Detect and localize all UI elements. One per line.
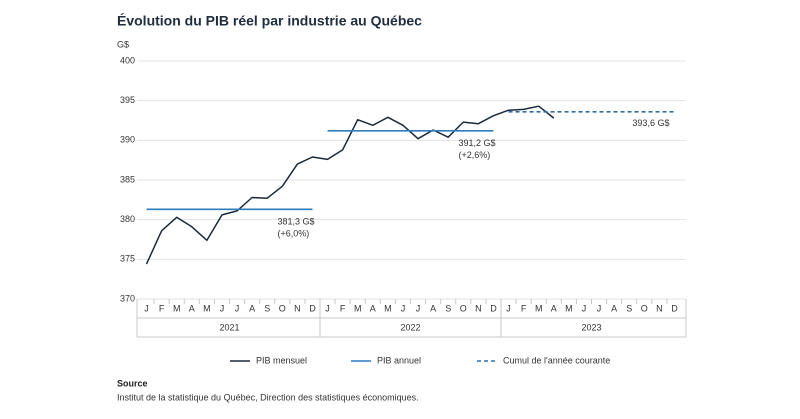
legend-label: Cumul de l'année courante: [503, 355, 610, 365]
x-tick-label: O: [279, 303, 286, 313]
x-tick-label: M: [173, 303, 181, 313]
x-tick-label: A: [249, 303, 255, 313]
y-tick-label: 390: [120, 135, 135, 145]
x-tick-label: J: [416, 303, 421, 313]
x-tick-label: J: [235, 303, 240, 313]
y-tick-label: 380: [120, 214, 135, 224]
x-tick-label: A: [370, 303, 376, 313]
x-group-label: 2023: [581, 322, 601, 332]
x-tick-label: F: [340, 303, 346, 313]
x-tick-label: J: [582, 303, 587, 313]
x-tick-label: M: [354, 303, 362, 313]
change-label: (+2,6%): [458, 150, 490, 160]
source-title: Source: [117, 378, 148, 388]
x-tick-label: S: [264, 303, 270, 313]
x-tick-label: D: [309, 303, 316, 313]
x-tick-label: N: [294, 303, 301, 313]
x-tick-label: A: [430, 303, 436, 313]
x-tick-label: J: [401, 303, 406, 313]
x-tick-label: A: [551, 303, 557, 313]
y-tick-label: 370: [120, 293, 135, 303]
y-tick-label: 400: [120, 55, 135, 65]
x-tick-label: M: [203, 303, 211, 313]
legend-label: PIB mensuel: [256, 355, 307, 365]
y-tick-label: 375: [120, 254, 135, 264]
x-group-label: 2022: [400, 322, 420, 332]
x-tick-label: M: [565, 303, 573, 313]
y-tick-label: 395: [120, 95, 135, 105]
x-tick-label: O: [460, 303, 467, 313]
value-label: 393,6 G$: [632, 118, 669, 128]
x-tick-label: A: [611, 303, 617, 313]
y-axis-label: G$: [117, 39, 129, 49]
monthly-line: [145, 105, 555, 265]
x-tick-label: M: [535, 303, 543, 313]
x-tick-label: F: [521, 303, 527, 313]
x-tick-label: O: [641, 303, 648, 313]
x-tick-label: N: [475, 303, 482, 313]
x-tick-label: N: [656, 303, 663, 313]
x-tick-label: J: [220, 303, 225, 313]
change-label: (+6,0%): [277, 229, 309, 239]
x-tick-label: D: [490, 303, 497, 313]
x-tick-label: A: [189, 303, 195, 313]
chart-title: Évolution du PIB réel par industrie au Q…: [117, 13, 422, 29]
x-group-label: 2021: [219, 322, 239, 332]
value-label: 381,3 G$: [277, 217, 314, 227]
x-tick-label: J: [144, 303, 149, 313]
x-tick-label: M: [384, 303, 392, 313]
x-tick-label: J: [506, 303, 511, 313]
x-tick-label: J: [325, 303, 330, 313]
y-tick-label: 385: [120, 174, 135, 184]
value-label: 391,2 G$: [458, 138, 495, 148]
x-tick-label: S: [445, 303, 451, 313]
source: Institut de la statistique du Québec, Di…: [117, 392, 419, 402]
x-tick-label: D: [671, 303, 678, 313]
x-tick-label: F: [159, 303, 165, 313]
legend-label: PIB annuel: [377, 355, 421, 365]
x-tick-label: S: [626, 303, 632, 313]
x-tick-label: J: [597, 303, 602, 313]
